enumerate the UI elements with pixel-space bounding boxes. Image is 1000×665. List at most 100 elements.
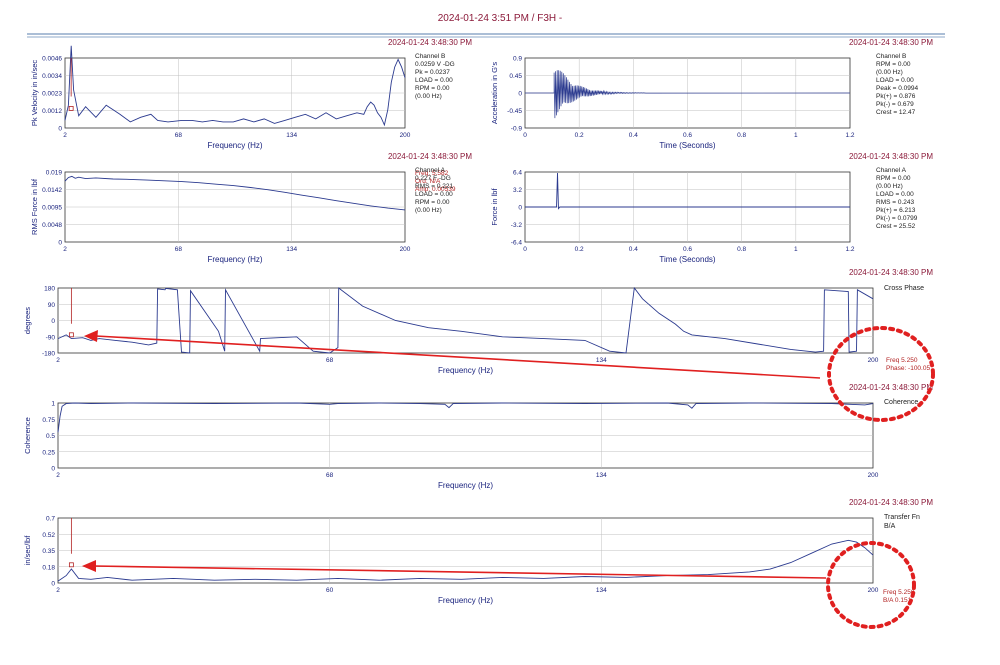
p4-x-tick-label: 1 bbox=[794, 246, 798, 253]
p5-series-line bbox=[57, 286, 874, 354]
transfer-arrow-line bbox=[93, 565, 827, 579]
p7-y-tick-label: 0.7 bbox=[46, 516, 55, 523]
p4-info-line: Channel A bbox=[876, 167, 907, 174]
p2-y-tick-label: 0 bbox=[518, 91, 522, 98]
page-title: 2024-01-24 3:51 PM / F3H - bbox=[437, 13, 563, 24]
p2-x-axis-label: Time (Seconds) bbox=[659, 141, 716, 150]
p6-y-tick-label: 0 bbox=[51, 466, 55, 473]
p1-x-tick-label: 200 bbox=[400, 132, 411, 139]
p3-info-line: 0.227 F -DG bbox=[415, 175, 451, 182]
p7-series-line bbox=[57, 539, 874, 582]
p2-x-tick-label: 1 bbox=[794, 132, 798, 139]
p2-info-line: (0.00 Hz) bbox=[876, 69, 903, 76]
p2-y-axis-label: Acceleration in G's bbox=[490, 62, 499, 125]
p1-x-axis-label: Frequency (Hz) bbox=[207, 141, 262, 150]
p2-y-tick-label: 0.45 bbox=[509, 73, 522, 80]
p4-info-line: RMS = 0.243 bbox=[876, 199, 915, 206]
p2-info-line: Pk(+) = 0.876 bbox=[876, 93, 916, 100]
p2-y-tick-label: 0.9 bbox=[513, 56, 522, 63]
p5-x-tick-label: 2 bbox=[56, 357, 60, 364]
p3-y-axis-label: RMS Force in lbf bbox=[30, 178, 39, 235]
p1-y-axis-label: Pk Velocity in in/sec bbox=[30, 60, 39, 127]
p1-x-tick-label: 134 bbox=[286, 132, 297, 139]
p1-cursor-readout: Freq: 5.582 bbox=[415, 170, 449, 177]
p3-info-line: RPM = 0.00 bbox=[415, 199, 450, 206]
p6-x-tick-label: 134 bbox=[596, 472, 607, 479]
p1-info-line: Channel B bbox=[415, 53, 445, 60]
p2-info-line: LOAD = 0.00 bbox=[876, 77, 914, 84]
phase-arrow-head bbox=[84, 330, 98, 342]
p6-x-axis-label: Frequency (Hz) bbox=[438, 481, 493, 490]
p1-series-line bbox=[64, 45, 406, 127]
p6-y-tick-label: 1 bbox=[51, 401, 55, 408]
p2-x-tick-label: 0.2 bbox=[575, 132, 584, 139]
p1-y-tick-label: 0 bbox=[58, 126, 62, 133]
p5-cursor-readout: Freq 5.250 bbox=[886, 357, 918, 364]
phase-arrow-line bbox=[95, 335, 821, 379]
p1-y-tick-label: 0.0034 bbox=[42, 73, 62, 80]
p7-cursor-readout: Freq 5.250 bbox=[883, 589, 915, 596]
p6-series-line bbox=[57, 402, 874, 433]
p5-x-tick-label: 68 bbox=[326, 357, 334, 364]
p4-x-tick-label: 1.2 bbox=[845, 246, 854, 253]
p1-cursor-marker bbox=[68, 106, 74, 111]
p5-y-tick-label: -90 bbox=[46, 334, 56, 341]
p5-y-axis-label: degrees bbox=[23, 307, 32, 334]
p2-x-tick-label: 0 bbox=[523, 132, 527, 139]
p3-y-tick-label: 0.0048 bbox=[42, 222, 62, 229]
p2-x-tick-label: 0.6 bbox=[683, 132, 692, 139]
p6-x-tick-label: 68 bbox=[326, 472, 334, 479]
p4-x-axis-label: Time (Seconds) bbox=[659, 255, 716, 264]
phase-callout-ellipse bbox=[827, 326, 935, 422]
p4-y-axis-label: Force in lbf bbox=[490, 188, 499, 226]
p4-timestamp: 2024-01-24 3:48:30 PM bbox=[849, 152, 933, 161]
p7-legend-label-2: B/A bbox=[884, 523, 896, 530]
p2-info-line: Pk(-) = 0.679 bbox=[876, 101, 914, 108]
p4-y-tick-label: -6.4 bbox=[511, 240, 523, 247]
p3-info-line: LOAD = 0.00 bbox=[415, 191, 453, 198]
p1-y-tick-label: 0.0023 bbox=[42, 91, 62, 98]
p2-info-line: Crest = 12.47 bbox=[876, 109, 916, 116]
p3-x-tick-label: 2 bbox=[63, 246, 67, 253]
transfer-arrow-head bbox=[82, 560, 96, 572]
p4-info-line: (0.00 Hz) bbox=[876, 183, 903, 190]
transfer-callout-ellipse bbox=[826, 541, 916, 629]
p3-x-tick-label: 134 bbox=[286, 246, 297, 253]
p1-x-tick-label: 68 bbox=[175, 132, 183, 139]
p3-y-tick-label: 0 bbox=[58, 240, 62, 247]
p7-y-tick-label: 0 bbox=[51, 581, 55, 588]
p1-info-line: (0.00 Hz) bbox=[415, 93, 442, 100]
p7-cursor-marker bbox=[68, 562, 74, 568]
p4-info-line: Crest = 25.52 bbox=[876, 223, 916, 230]
p5-legend-label: Cross Phase bbox=[884, 285, 924, 292]
p7-x-tick-label: 60 bbox=[326, 587, 334, 594]
p1-x-tick-label: 2 bbox=[63, 132, 67, 139]
p3-timestamp: 2024-01-24 3:48:30 PM bbox=[388, 152, 472, 161]
p2-y-tick-label: -0.9 bbox=[511, 126, 523, 133]
p4-x-tick-label: 0.4 bbox=[629, 246, 638, 253]
p4-x-tick-label: 0 bbox=[523, 246, 527, 253]
p3-x-axis-label: Frequency (Hz) bbox=[207, 255, 262, 264]
p1-y-tick-label: 0.0012 bbox=[42, 108, 62, 115]
p2-timestamp: 2024-01-24 3:48:30 PM bbox=[849, 38, 933, 47]
p4-info-line: Pk(-) = 0.0799 bbox=[876, 215, 918, 222]
p3-info-line: (0.00 Hz) bbox=[415, 207, 442, 214]
p2-y-tick-label: -0.45 bbox=[507, 108, 522, 115]
p6-y-tick-label: 0.5 bbox=[46, 433, 55, 440]
p5-y-tick-label: -180 bbox=[42, 351, 55, 358]
p6-y-tick-label: 0.75 bbox=[42, 417, 55, 424]
p5-y-tick-label: 0 bbox=[51, 318, 55, 325]
p7-y-tick-label: 0.52 bbox=[42, 532, 55, 539]
p1-timestamp: 2024-01-24 3:48:30 PM bbox=[388, 38, 472, 47]
p7-y-tick-label: 0.18 bbox=[42, 564, 55, 571]
p2-info-line: Channel B bbox=[876, 53, 906, 60]
p3-info-line: Channel A bbox=[415, 167, 446, 174]
p2-waveform bbox=[525, 70, 851, 119]
p4-x-tick-label: 0.8 bbox=[737, 246, 746, 253]
p7-x-axis-label: Frequency (Hz) bbox=[438, 596, 493, 605]
p4-x-tick-label: 0.6 bbox=[683, 246, 692, 253]
p1-info-line: LOAD = 0.00 bbox=[415, 77, 453, 84]
p3-x-tick-label: 200 bbox=[400, 246, 411, 253]
